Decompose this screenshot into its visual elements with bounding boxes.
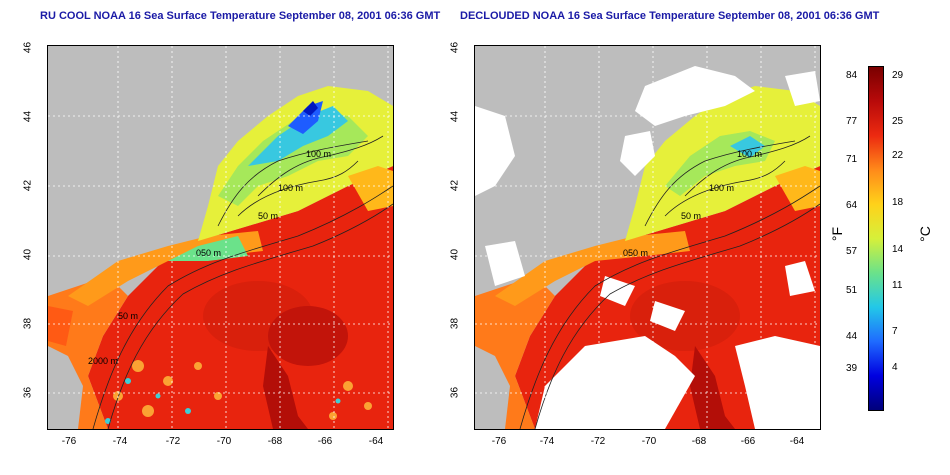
lat-tick: 46 [449, 41, 461, 54]
celsius-tick: 29 [892, 70, 904, 81]
fahrenheit-tick: 51 [846, 285, 858, 296]
contour-label: 50 m [258, 211, 279, 221]
right-declouded-map: 100 m 100 m 50 m 050 m [474, 45, 821, 430]
lat-tick: 36 [449, 386, 461, 399]
lat-tick: 40 [449, 248, 461, 261]
lon-tick: -64 [368, 436, 384, 447]
lon-tick: -76 [491, 436, 507, 447]
lat-tick: 42 [22, 179, 34, 192]
lon-tick: -72 [590, 436, 606, 447]
contour-label: 050 m [196, 248, 222, 258]
lon-tick: -66 [740, 436, 756, 447]
fahrenheit-tick: 84 [846, 70, 858, 81]
temperature-colorbar [868, 66, 884, 411]
lon-tick: -74 [539, 436, 555, 447]
contour-label: 100 m [737, 149, 763, 159]
lat-tick: 38 [449, 317, 461, 330]
celsius-unit-label: °C [916, 226, 933, 242]
celsius-tick: 4 [892, 362, 898, 373]
lat-tick: 36 [22, 386, 34, 399]
contour-label: 100 m [306, 149, 332, 159]
celsius-tick: 11 [892, 280, 903, 291]
fahrenheit-tick: 77 [846, 116, 858, 127]
celsius-tick: 22 [892, 150, 904, 161]
left-sst-map: 100 m 100 m 50 m 050 m 50 m 2000 m [47, 45, 394, 430]
left-map-title: RU COOL NOAA 16 Sea Surface Temperature … [40, 10, 441, 22]
lon-tick: -66 [317, 436, 333, 447]
lat-tick: 42 [449, 179, 461, 192]
contour-label: 50 m [118, 311, 139, 321]
fahrenheit-tick: 39 [846, 363, 858, 374]
contour-label: 100 m [278, 183, 304, 193]
lon-tick: -72 [165, 436, 181, 447]
fahrenheit-unit-label: °F [829, 226, 846, 242]
celsius-tick: 25 [892, 116, 904, 127]
lat-tick: 40 [22, 248, 34, 261]
lon-tick: -74 [112, 436, 128, 447]
lat-tick: 44 [449, 110, 461, 123]
fahrenheit-tick: 71 [846, 154, 858, 165]
lat-tick: 44 [22, 110, 34, 123]
left-sst-map-graphic [48, 46, 393, 429]
celsius-tick: 7 [892, 326, 898, 337]
lon-tick: -76 [61, 436, 77, 447]
contour-label: 2000 m [88, 356, 119, 366]
lat-tick: 46 [22, 41, 34, 54]
contour-label: 50 m [681, 211, 702, 221]
celsius-tick: 18 [892, 197, 904, 208]
fahrenheit-tick: 57 [846, 246, 858, 257]
lon-tick: -70 [641, 436, 657, 447]
contour-label: 050 m [623, 248, 649, 258]
lon-tick: -70 [216, 436, 232, 447]
lon-tick: -68 [691, 436, 707, 447]
celsius-tick: 14 [892, 244, 904, 255]
right-map-title: DECLOUDED NOAA 16 Sea Surface Temperatur… [460, 10, 880, 22]
lon-tick: -68 [267, 436, 283, 447]
fahrenheit-tick: 44 [846, 331, 858, 342]
right-declouded-map-graphic [475, 46, 820, 429]
fahrenheit-tick: 64 [846, 200, 858, 211]
contour-label: 100 m [709, 183, 735, 193]
lon-tick: -64 [789, 436, 805, 447]
lat-tick: 38 [22, 317, 34, 330]
